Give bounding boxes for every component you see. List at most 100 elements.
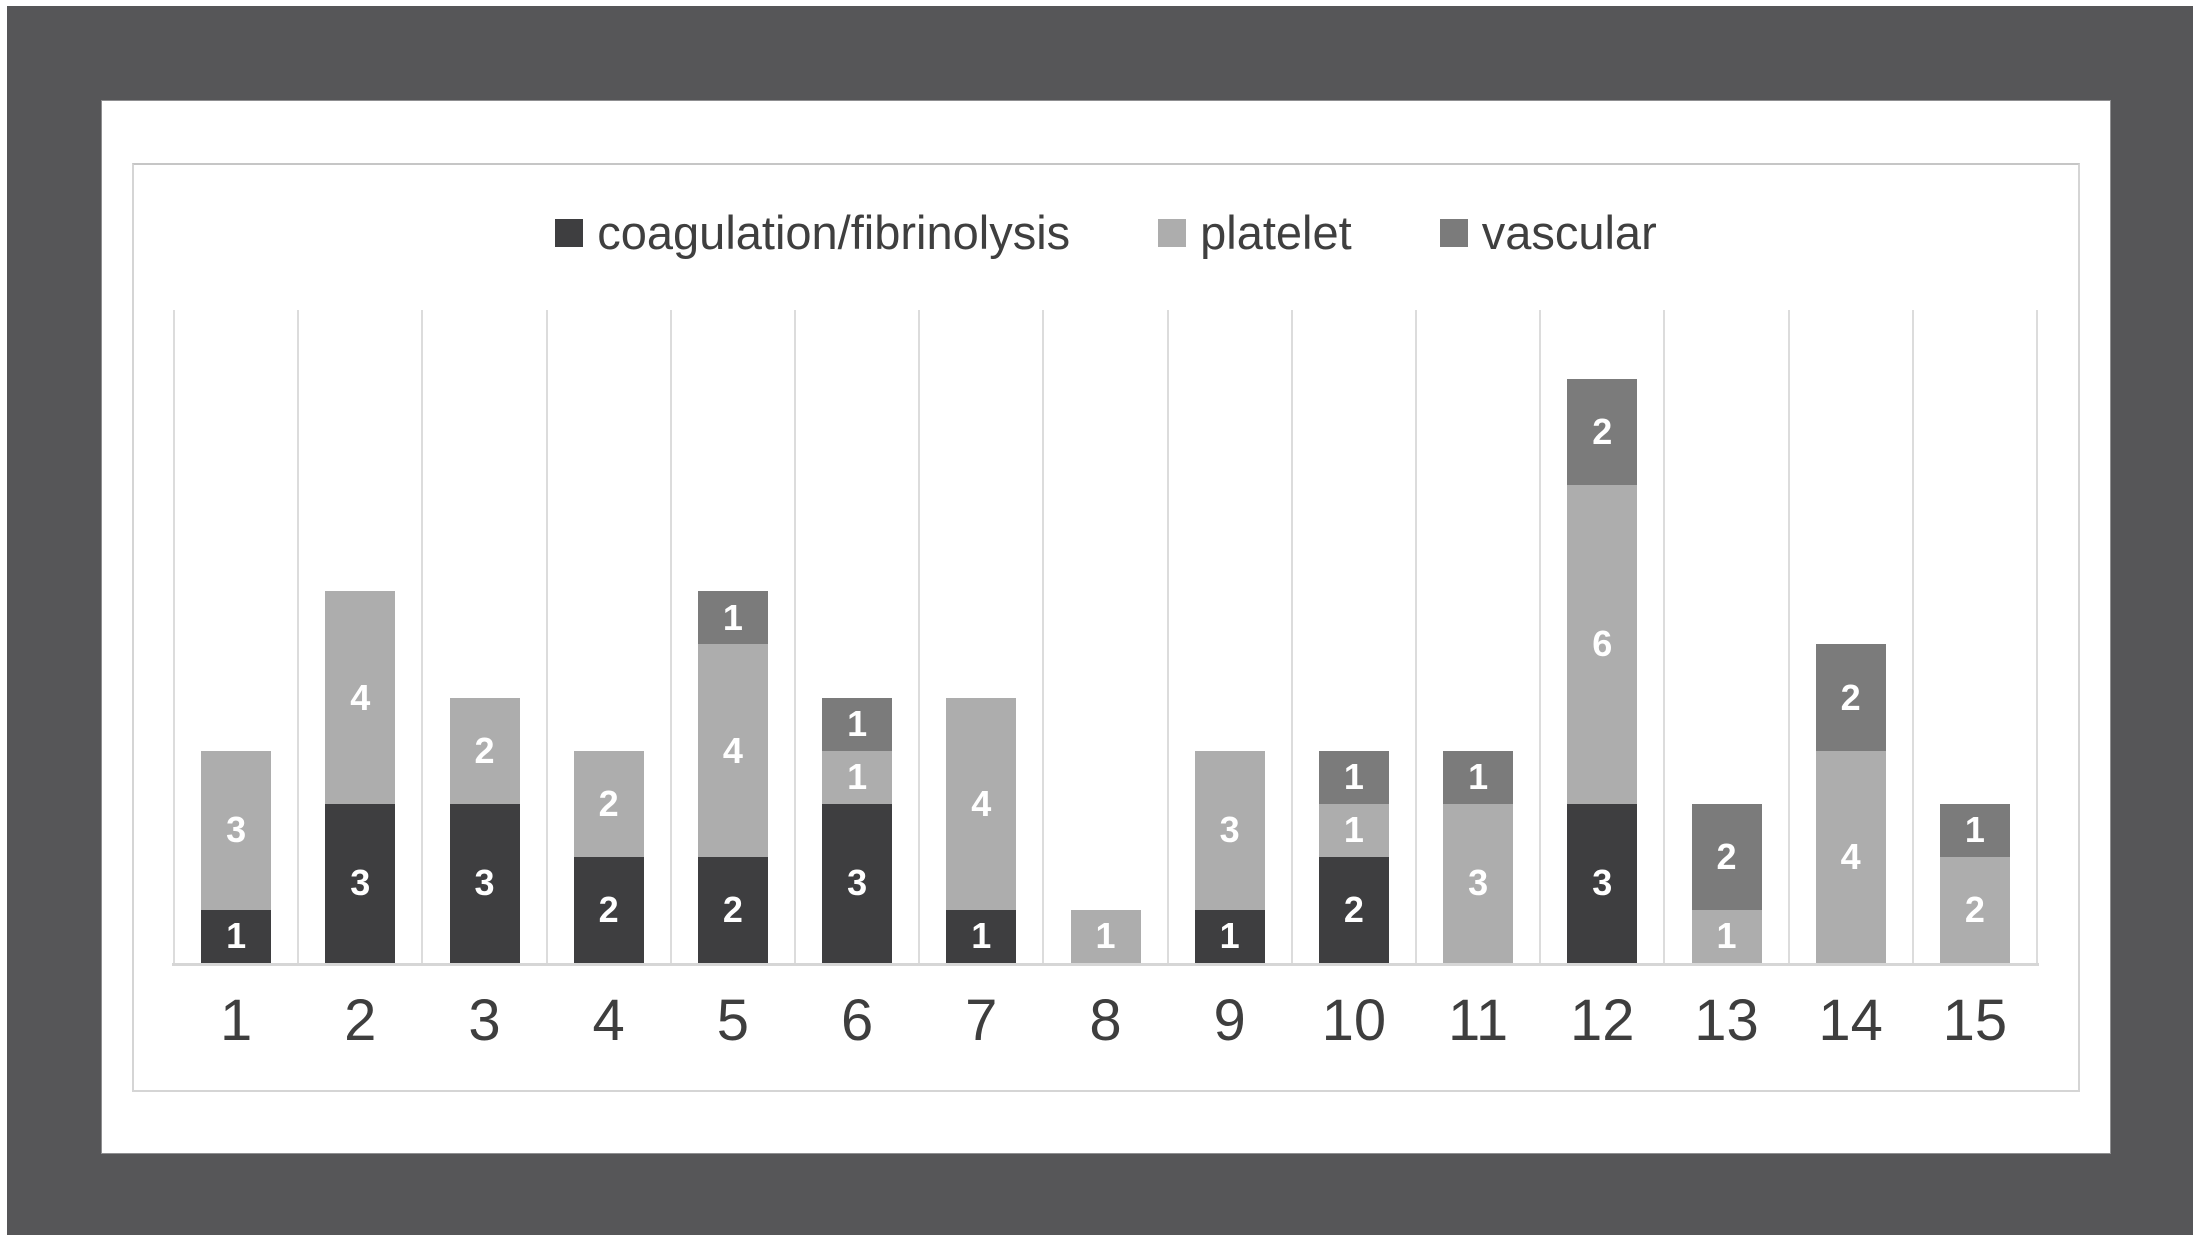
bar-segment: 1 [201, 909, 272, 963]
gridline [1290, 310, 1293, 963]
segment-value-label: 3 [474, 862, 495, 904]
bar-12: 3 6 2 [1567, 379, 1638, 963]
gridline [1539, 310, 1542, 963]
segment-value-label: 4 [971, 782, 992, 824]
bar-segment: 3 [1194, 750, 1265, 910]
gridline [1415, 310, 1417, 963]
gridline [794, 310, 796, 963]
segment-value-label: 2 [598, 782, 619, 824]
segment-value-label: 1 [1219, 915, 1240, 957]
bar-5: 2 4 1 [697, 591, 768, 963]
bar-segment: 1 [946, 909, 1017, 963]
bar-segment: 1 [697, 591, 768, 645]
segment-value-label: 2 [598, 888, 619, 930]
segment-value-label: 1 [971, 915, 992, 957]
bar-segment: 3 [449, 803, 520, 963]
legend: coagulation/fibrinolysis platelet vascular [134, 205, 2078, 260]
legend-swatch-icon [1158, 218, 1187, 247]
bar-segment: 3 [1567, 803, 1638, 963]
gridline [297, 310, 300, 963]
bar-segment: 3 [822, 803, 893, 963]
gridline [1042, 310, 1045, 963]
segment-value-label: 1 [847, 756, 868, 798]
bar-segment: 1 [1691, 909, 1762, 963]
gridline [1911, 310, 1914, 963]
gridline [545, 310, 548, 963]
segment-value-label: 1 [1095, 915, 1116, 957]
segment-value-label: 3 [226, 809, 247, 851]
segment-value-label: 1 [1343, 809, 1364, 851]
bar-6: 3 1 1 [822, 697, 893, 963]
bar-segment: 2 [449, 697, 520, 804]
segment-value-label: 3 [1592, 862, 1613, 904]
bar-segment: 4 [946, 697, 1017, 910]
segment-value-label: 1 [1964, 809, 1985, 851]
segment-value-label: 2 [474, 729, 495, 771]
legend-item-platelet: platelet [1158, 205, 1352, 260]
legend-item-coagulation: coagulation/fibrinolysis [555, 205, 1070, 260]
bar-segment: 4 [325, 591, 396, 804]
legend-swatch-icon [555, 218, 584, 247]
segment-value-label: 4 [722, 729, 743, 771]
segment-value-label: 1 [226, 915, 247, 957]
segment-value-label: 1 [1716, 915, 1737, 957]
segment-value-label: 2 [722, 888, 743, 930]
x-tick-label: 4 [592, 988, 625, 1053]
bar-segment: 2 [573, 750, 644, 857]
segment-value-label: 4 [1840, 835, 1861, 877]
legend-item-vascular: vascular [1439, 205, 1657, 260]
figure-panel: coagulation/fibrinolysis platelet vascular… [102, 101, 2110, 1153]
bar-10: 2 1 1 [1318, 750, 1389, 963]
gridline [1663, 310, 1666, 963]
x-tick-label: 15 [1942, 988, 2008, 1053]
segment-value-label: 3 [350, 862, 371, 904]
bar-segment: 3 [325, 803, 396, 963]
gridline [173, 310, 175, 963]
gridline [2036, 310, 2038, 963]
gridline [1787, 310, 1790, 963]
bar-segment: 1 [1443, 750, 1514, 804]
bar-segment: 6 [1567, 485, 1638, 804]
bar-segment: 2 [573, 856, 644, 963]
x-axis-line [172, 963, 2039, 966]
segment-value-label: 2 [1592, 411, 1613, 453]
x-tick-label: 2 [344, 988, 377, 1053]
bar-segment: 1 [1318, 750, 1389, 804]
x-tick-label: 1 [219, 988, 253, 1053]
bar-segment: 2 [1691, 803, 1762, 910]
x-tick-label: 5 [716, 988, 750, 1053]
segment-value-label: 2 [1964, 888, 1985, 930]
bar-segment: 1 [1318, 803, 1389, 857]
gridline [918, 310, 921, 963]
bar-segment: 4 [1815, 750, 1886, 963]
segment-value-label: 1 [1343, 756, 1364, 798]
bar-segment: 2 [1939, 856, 2010, 963]
segment-value-label: 2 [1840, 676, 1861, 718]
legend-label: vascular [1481, 206, 1657, 259]
segment-value-label: 2 [1343, 888, 1364, 930]
bar-segment: 1 [1194, 909, 1265, 963]
segment-value-label: 4 [350, 676, 371, 718]
x-tick-label: 13 [1694, 988, 1759, 1053]
x-tick-label: 8 [1089, 988, 1122, 1053]
legend-swatch-icon [1439, 218, 1468, 247]
x-tick-label: 14 [1818, 988, 1883, 1053]
segment-value-label: 3 [847, 862, 868, 904]
x-tick-label: 12 [1570, 988, 1635, 1053]
bar-segment: 3 [201, 750, 272, 910]
x-tick-label: 10 [1321, 988, 1387, 1053]
bar-segment: 1 [1070, 909, 1141, 963]
x-axis-labels: 1 2 3 4 5 6 7 8 9 10 11 12 13 14 15 [174, 987, 2037, 1067]
gridline [669, 310, 672, 963]
x-tick-label: 7 [965, 988, 998, 1053]
